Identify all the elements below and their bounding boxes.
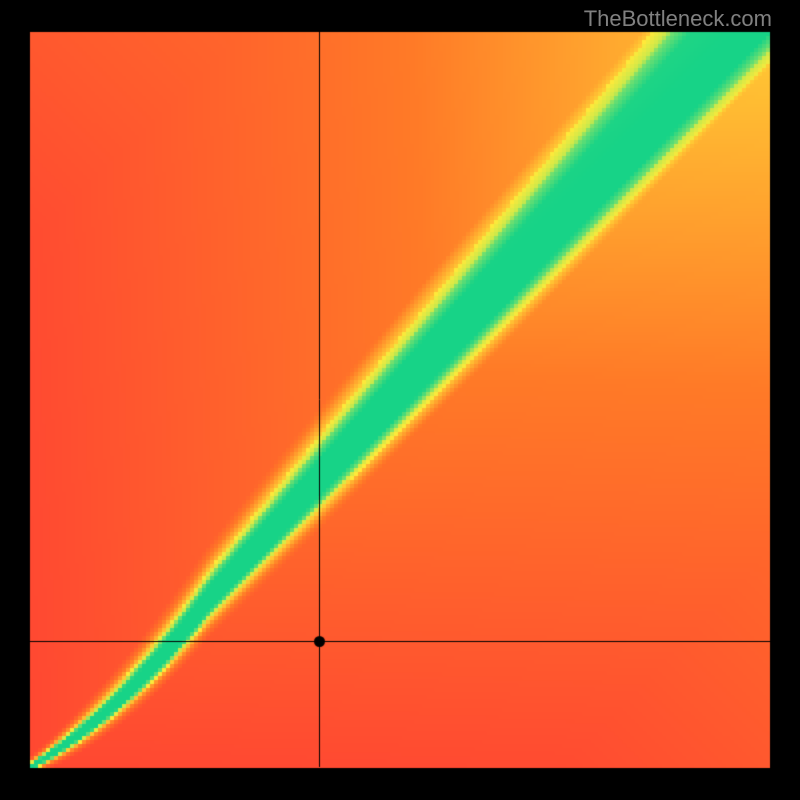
- root-container: TheBottleneck.com: [0, 0, 800, 800]
- bottleneck-heatmap: [0, 0, 800, 800]
- watermark-text: TheBottleneck.com: [584, 6, 772, 32]
